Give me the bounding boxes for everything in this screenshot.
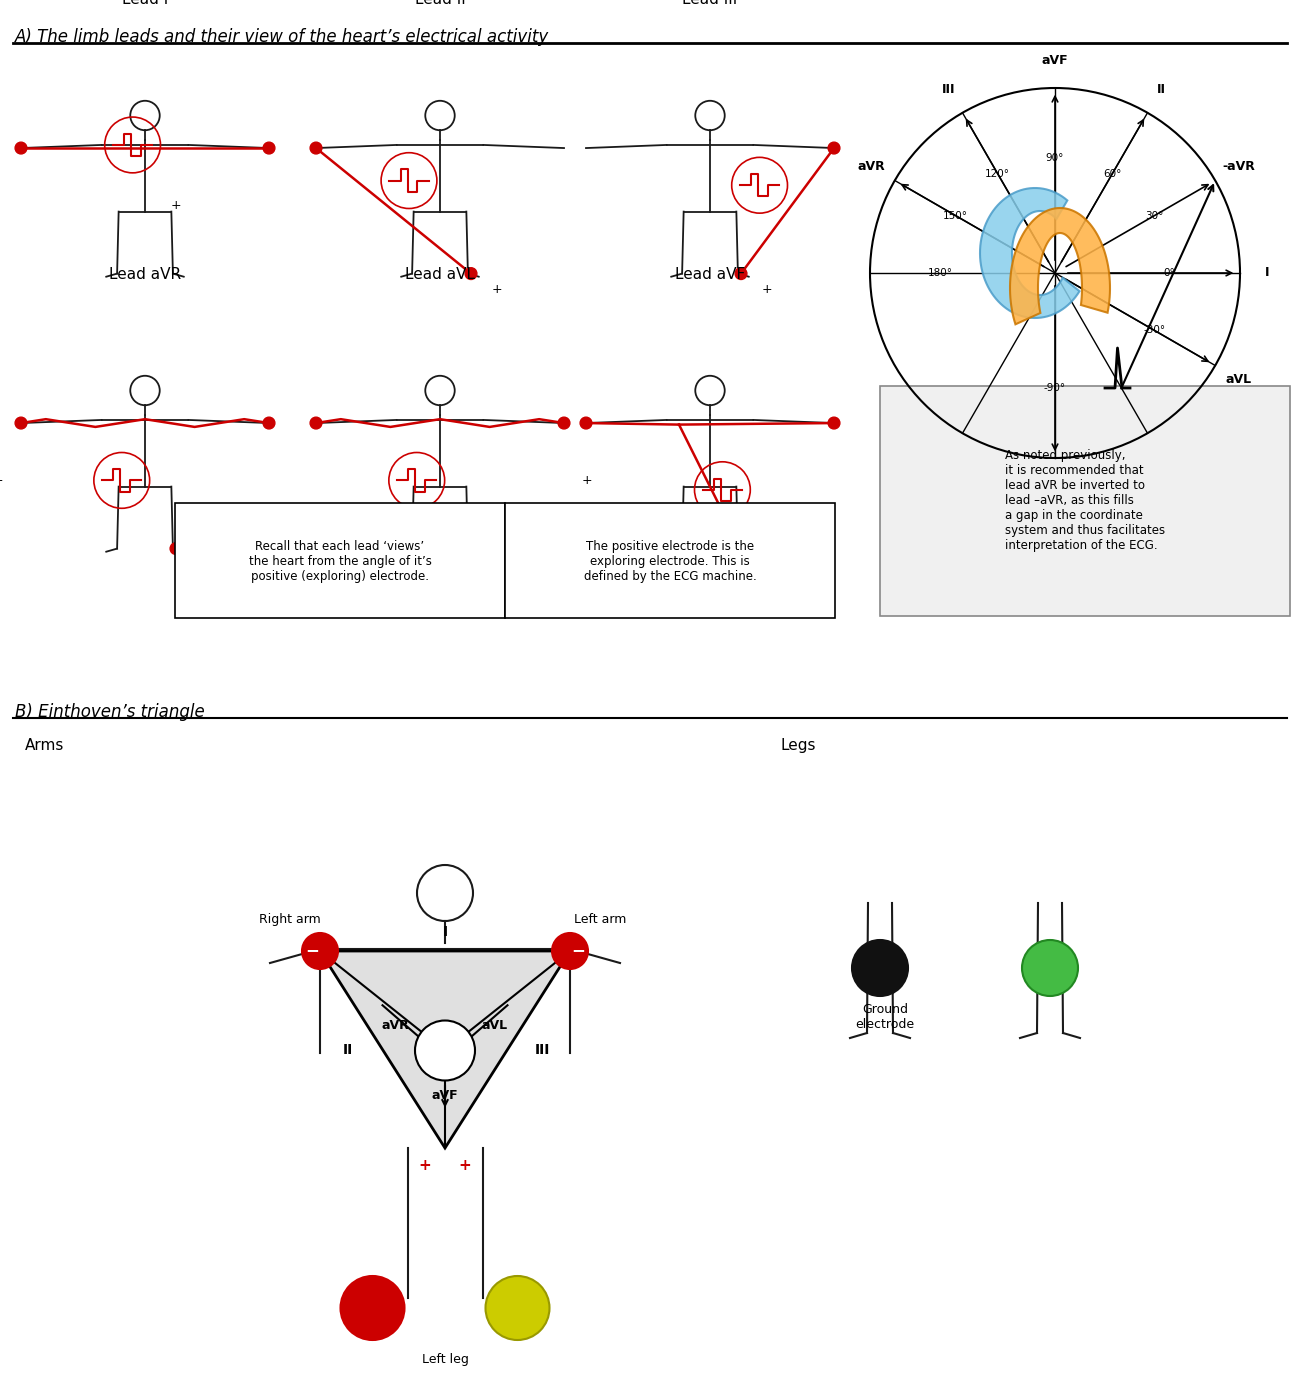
Text: Lead III: Lead III: [682, 0, 737, 7]
Text: aVF: aVF: [432, 1089, 459, 1103]
Circle shape: [558, 417, 569, 428]
Text: 180°: 180°: [928, 268, 953, 277]
Text: Arms: Arms: [25, 739, 65, 752]
Circle shape: [415, 1020, 474, 1081]
Text: 150°: 150°: [944, 210, 968, 221]
Text: Lead aVF: Lead aVF: [675, 266, 745, 281]
Text: +: +: [170, 199, 181, 211]
Circle shape: [170, 542, 182, 555]
FancyBboxPatch shape: [504, 503, 835, 618]
Circle shape: [580, 417, 592, 428]
Text: 60°: 60°: [1104, 169, 1122, 178]
Text: −: −: [571, 941, 585, 958]
Text: 120°: 120°: [985, 169, 1010, 178]
Circle shape: [311, 143, 322, 154]
Text: Lead I: Lead I: [122, 0, 168, 7]
Text: 30°: 30°: [1145, 210, 1164, 221]
Text: +: +: [459, 1159, 472, 1174]
FancyBboxPatch shape: [176, 503, 504, 618]
Text: Ground
electrode: Ground electrode: [855, 1004, 915, 1031]
Text: Left leg: Left leg: [421, 1352, 468, 1366]
Circle shape: [263, 143, 274, 154]
Text: Recall that each lead ‘views’
the heart from the angle of it’s
positive (explori: Recall that each lead ‘views’ the heart …: [248, 540, 432, 582]
Text: II: II: [1157, 82, 1166, 96]
Circle shape: [734, 542, 747, 555]
Circle shape: [828, 417, 840, 428]
Text: B) Einthoven’s triangle: B) Einthoven’s triangle: [16, 703, 205, 721]
Text: Right arm: Right arm: [259, 913, 321, 925]
Circle shape: [485, 1276, 550, 1340]
Circle shape: [341, 1276, 404, 1340]
PathPatch shape: [980, 188, 1079, 319]
Text: II: II: [342, 1042, 352, 1056]
Text: Lead aVL: Lead aVL: [406, 266, 474, 281]
Text: aVR: aVR: [381, 1019, 410, 1032]
Text: Lead II: Lead II: [415, 0, 465, 7]
Circle shape: [263, 417, 274, 428]
Text: Lead aVR: Lead aVR: [109, 266, 181, 281]
Text: +: +: [419, 1159, 432, 1174]
Text: A) The limb leads and their view of the heart’s electrical activity: A) The limb leads and their view of the …: [16, 27, 549, 47]
Text: -aVR: -aVR: [1222, 161, 1256, 173]
Circle shape: [828, 143, 840, 154]
Text: −: −: [306, 941, 318, 958]
Polygon shape: [320, 951, 569, 1148]
Text: Left arm: Left arm: [573, 913, 627, 925]
Text: aVF: aVF: [1041, 55, 1069, 67]
Text: aVR: aVR: [858, 161, 885, 173]
Text: +: +: [0, 474, 3, 487]
Text: 90°: 90°: [1045, 154, 1065, 163]
Text: The positive electrode is the
exploring electrode. This is
defined by the ECG ma: The positive electrode is the exploring …: [584, 540, 757, 582]
Text: aVL: aVL: [1226, 372, 1252, 386]
Text: 0°: 0°: [1164, 268, 1175, 277]
PathPatch shape: [1010, 207, 1110, 324]
Circle shape: [852, 941, 907, 995]
Text: I: I: [1265, 266, 1269, 280]
Text: I: I: [442, 925, 447, 939]
Circle shape: [552, 934, 588, 969]
Circle shape: [1022, 941, 1078, 995]
Circle shape: [16, 143, 27, 154]
Text: aVL: aVL: [482, 1019, 508, 1032]
FancyBboxPatch shape: [880, 386, 1290, 616]
Text: +: +: [762, 557, 772, 571]
Circle shape: [465, 268, 477, 280]
Text: +: +: [491, 283, 503, 295]
Circle shape: [311, 417, 322, 428]
Text: III: III: [942, 82, 956, 96]
Text: -90°: -90°: [1044, 383, 1066, 393]
Text: +: +: [582, 474, 593, 487]
Circle shape: [734, 268, 747, 280]
Text: Legs: Legs: [780, 739, 815, 752]
Text: -30°: -30°: [1143, 325, 1165, 335]
Text: III: III: [534, 1042, 550, 1056]
Circle shape: [16, 417, 27, 428]
Text: +: +: [762, 283, 772, 295]
Circle shape: [465, 542, 477, 555]
Text: As noted previously,
it is recommended that
lead aVR be inverted to
lead –aVR, a: As noted previously, it is recommended t…: [1005, 449, 1165, 552]
Circle shape: [302, 934, 338, 969]
